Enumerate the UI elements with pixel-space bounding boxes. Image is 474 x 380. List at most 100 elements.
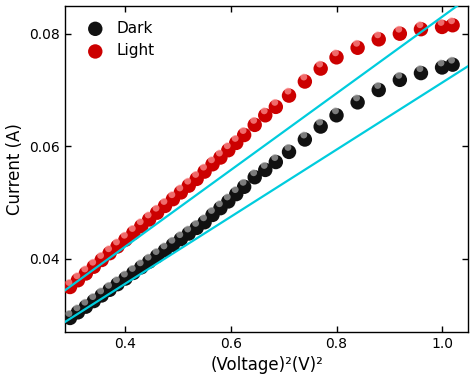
Dark (122, 276, 129, 282)
Light (417, 26, 425, 32)
Dark (225, 198, 232, 204)
Point (208, 207, 215, 214)
Point (239, 127, 247, 133)
Point (128, 225, 136, 231)
Point (284, 144, 292, 150)
Dark (272, 159, 280, 165)
Light (146, 217, 153, 223)
Light (285, 93, 293, 99)
Dark (333, 112, 340, 118)
Dark (217, 205, 224, 211)
Dark (98, 292, 105, 298)
Point (105, 246, 112, 252)
Point (200, 215, 207, 221)
Point (184, 226, 191, 232)
Light (217, 155, 224, 161)
Y-axis label: Current (A): Current (A) (6, 123, 24, 215)
Point (81, 299, 89, 305)
Light (438, 24, 446, 30)
Point (160, 243, 168, 249)
Point (152, 205, 160, 211)
Point (89, 259, 97, 265)
Light (137, 223, 145, 229)
Point (120, 232, 128, 238)
Dark (129, 270, 137, 276)
Point (97, 288, 104, 294)
Point (184, 178, 191, 184)
Point (231, 187, 239, 193)
Light (449, 22, 456, 28)
Dark (354, 99, 361, 105)
Dark (82, 304, 90, 310)
Dark (262, 167, 269, 173)
Light (114, 244, 121, 250)
Point (81, 266, 89, 272)
Dark (285, 149, 293, 155)
Dark (146, 259, 153, 265)
Point (223, 142, 231, 149)
Light (74, 277, 82, 283)
Point (216, 150, 223, 156)
Light (129, 230, 137, 236)
Light (301, 79, 309, 85)
Point (250, 170, 257, 176)
Point (271, 155, 279, 161)
Point (73, 273, 81, 279)
Point (300, 74, 308, 80)
X-axis label: (Voltage)²(V)²: (Voltage)²(V)² (210, 356, 323, 374)
Dark (193, 225, 201, 231)
Point (73, 305, 81, 311)
Point (192, 171, 200, 177)
Light (177, 189, 184, 195)
Light (193, 176, 201, 182)
Point (113, 277, 120, 283)
Dark (375, 87, 383, 93)
Point (144, 254, 152, 260)
Light (185, 183, 192, 189)
Light (209, 161, 216, 167)
Point (416, 22, 424, 28)
Point (353, 40, 360, 46)
Dark (232, 191, 240, 197)
Point (144, 212, 152, 218)
Dark (201, 219, 209, 225)
Point (113, 239, 120, 245)
Light (161, 203, 169, 209)
Light (201, 169, 209, 175)
Point (437, 19, 445, 25)
Point (374, 32, 382, 38)
Point (448, 57, 456, 63)
Point (168, 237, 176, 243)
Dark (66, 315, 74, 321)
Point (300, 132, 308, 138)
Point (89, 293, 97, 299)
Dark (185, 231, 192, 237)
Dark (137, 264, 145, 270)
Point (97, 252, 104, 258)
Point (231, 135, 239, 141)
Dark (301, 136, 309, 142)
Light (169, 196, 177, 202)
Point (137, 218, 144, 225)
Light (106, 250, 113, 256)
Light (82, 271, 90, 277)
Point (448, 18, 456, 24)
Point (374, 82, 382, 89)
Dark (396, 77, 404, 83)
Light (240, 132, 248, 138)
Legend: Dark, Light: Dark, Light (73, 13, 163, 66)
Dark (169, 242, 177, 248)
Point (250, 117, 257, 124)
Light (272, 104, 280, 110)
Point (332, 50, 339, 56)
Point (105, 282, 112, 288)
Light (153, 210, 161, 216)
Point (200, 164, 207, 170)
Light (232, 140, 240, 146)
Light (375, 36, 383, 42)
Dark (106, 287, 113, 293)
Point (152, 249, 160, 255)
Point (65, 310, 73, 317)
Point (353, 95, 360, 101)
Light (333, 54, 340, 60)
